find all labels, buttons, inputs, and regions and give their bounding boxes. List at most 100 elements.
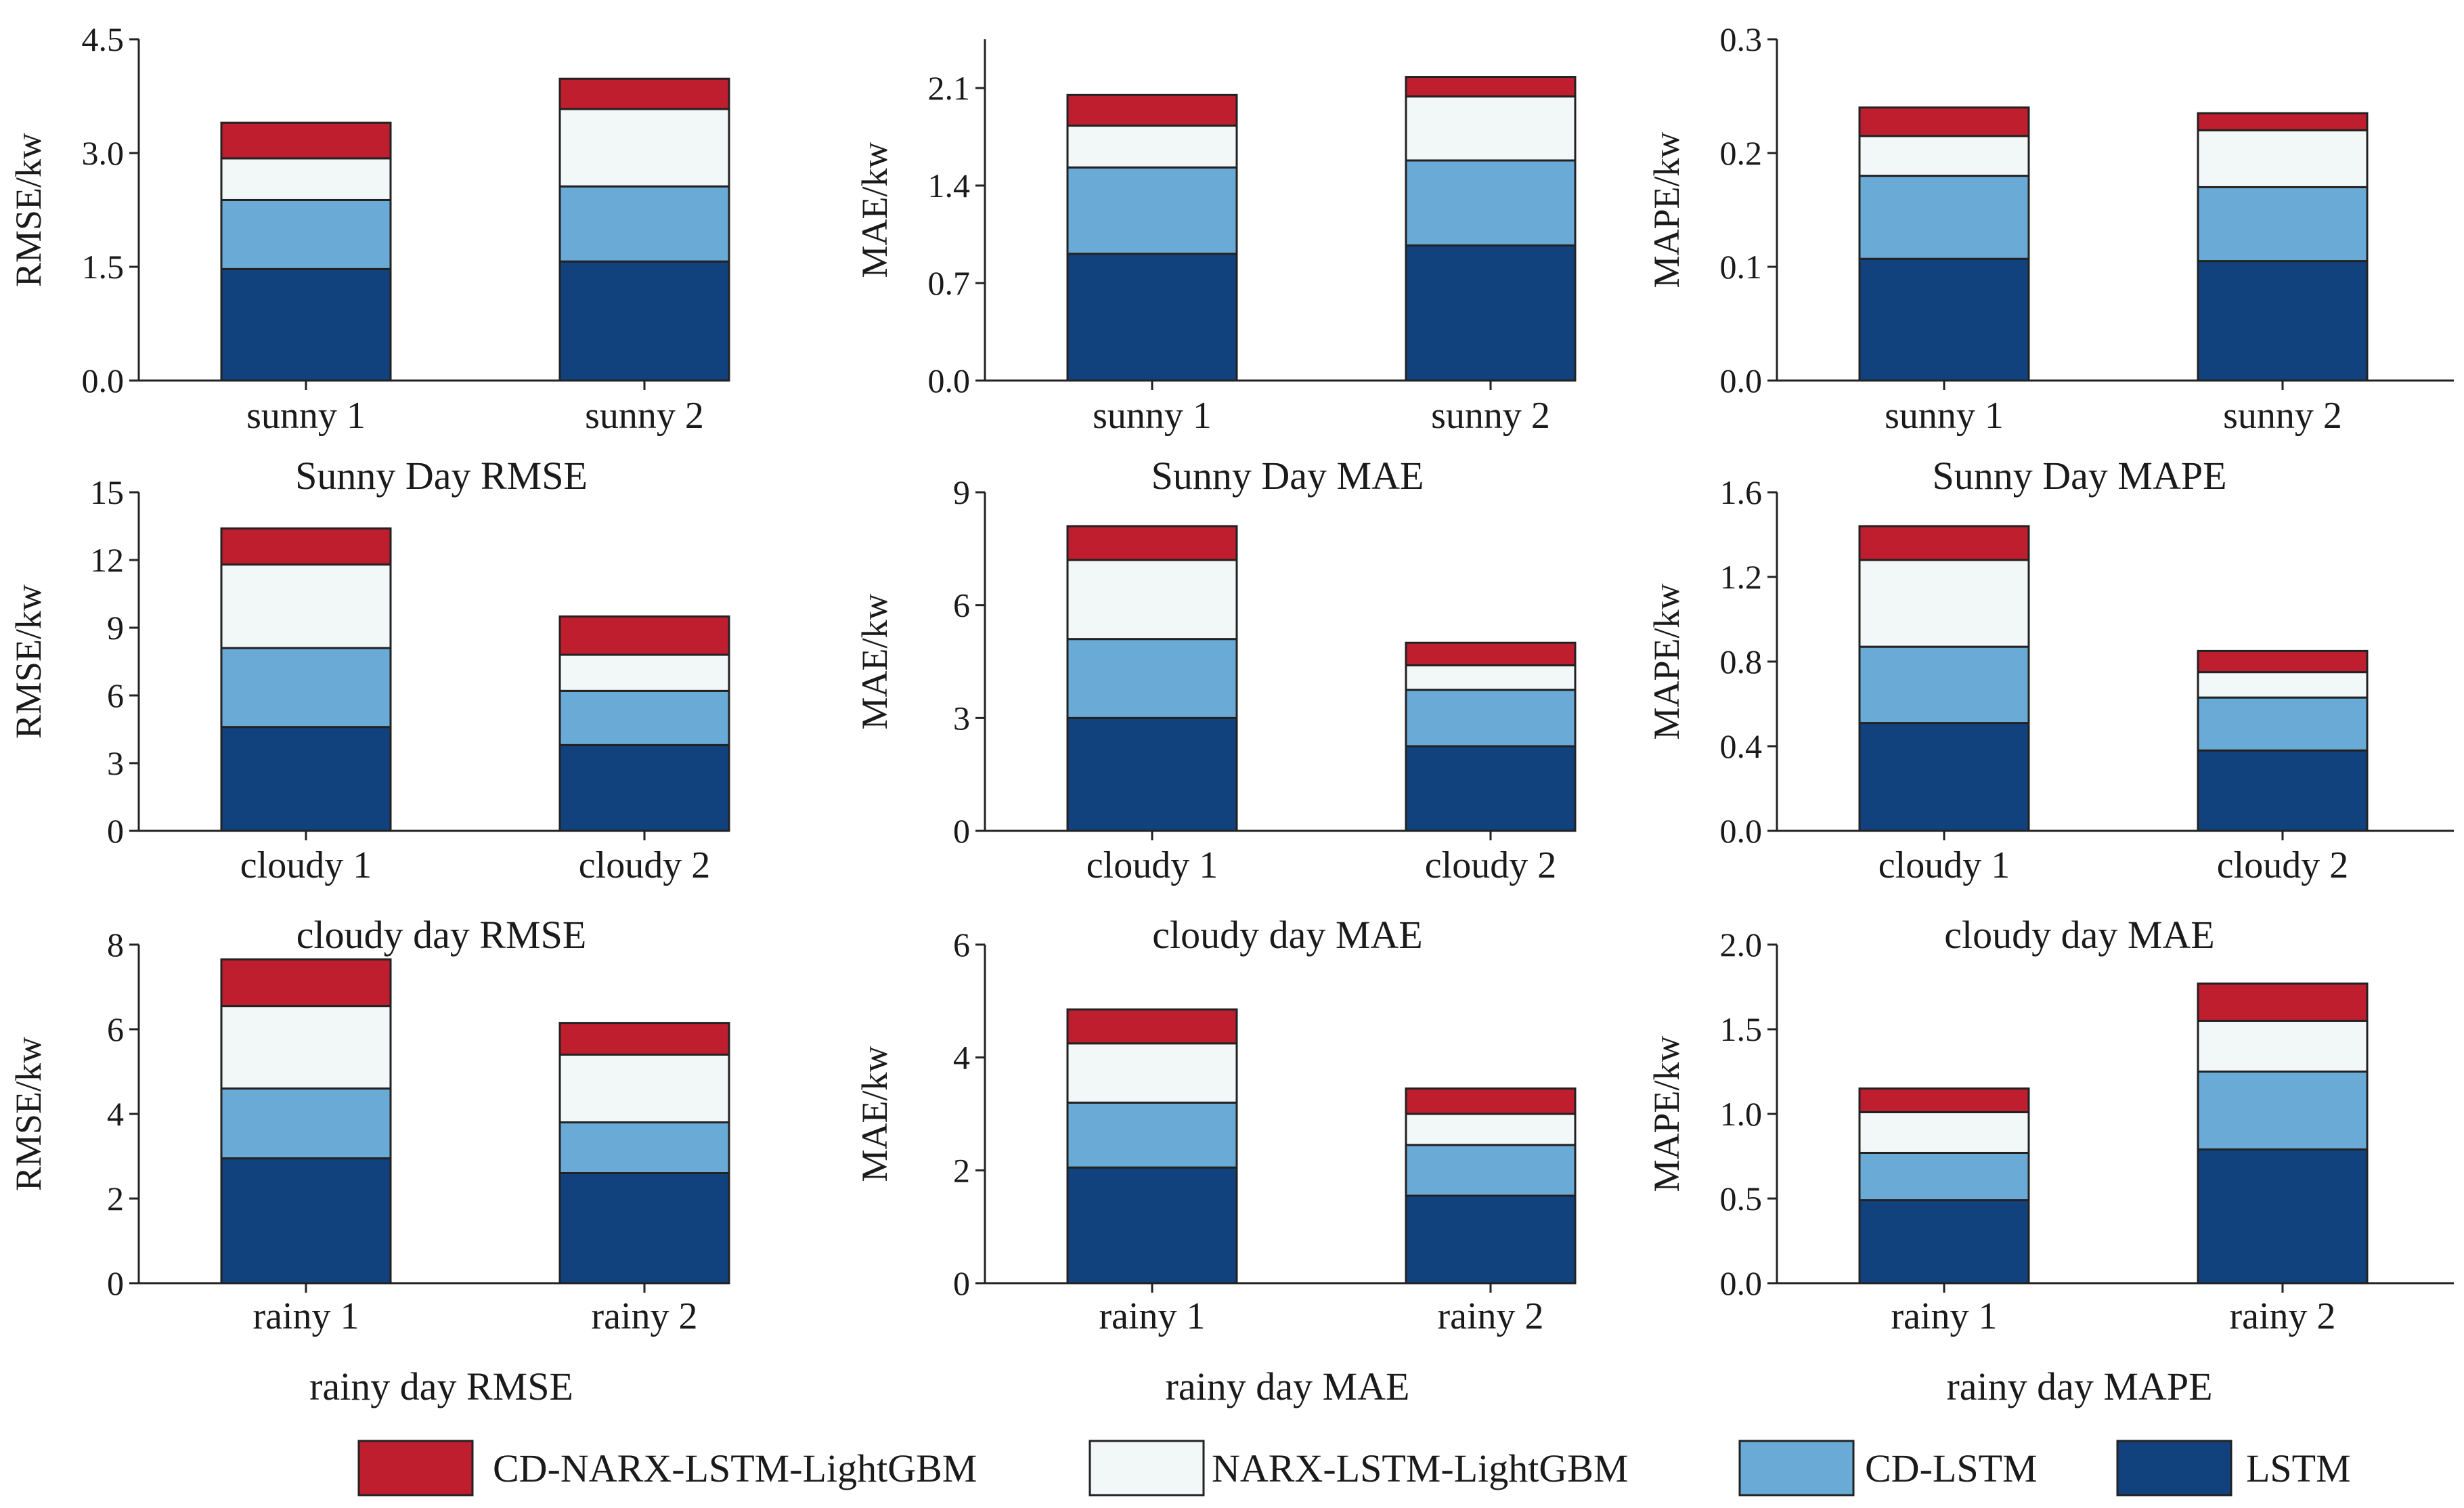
y-tick-label: 0.8 bbox=[1720, 643, 1763, 681]
bar-segment bbox=[1858, 1152, 2030, 1201]
y-tick-label: 2 bbox=[107, 1180, 124, 1218]
y-tick-label: 2.1 bbox=[928, 69, 971, 107]
y-tick-label: 1.2 bbox=[1720, 558, 1763, 596]
bar-segment bbox=[1066, 638, 1238, 719]
y-tick-label: 4 bbox=[107, 1095, 124, 1133]
chart-panel: 0 3 6 9 12 15 RMSE/kw cloudy 1 cloudy 2 cloudy da… bbox=[8, 473, 730, 957]
bar-segment bbox=[2197, 1148, 2369, 1285]
bar-segment bbox=[1066, 1042, 1238, 1104]
bar-segment bbox=[2197, 671, 2369, 699]
bar-segment bbox=[1066, 1008, 1238, 1045]
x-tick-label: cloudy 2 bbox=[579, 844, 710, 886]
bar-segment bbox=[1858, 1087, 2030, 1113]
legend-item: NARX-LSTM-LightGBM bbox=[1088, 1440, 1628, 1496]
bar-segment bbox=[558, 108, 730, 188]
bar-segment bbox=[1405, 1113, 1577, 1146]
chart-title: Sunny Day RMSE bbox=[295, 454, 588, 498]
legend-label: NARX-LSTM-LightGBM bbox=[1212, 1446, 1628, 1490]
chart-title: rainy day MAE bbox=[1166, 1364, 1410, 1408]
y-tick-label: 6 bbox=[953, 586, 970, 624]
bar-segment bbox=[1405, 76, 1577, 98]
bar-segment bbox=[558, 1172, 730, 1285]
y-tick-label: 1.4 bbox=[928, 167, 971, 204]
bar-segment bbox=[1066, 166, 1238, 255]
bar-segment bbox=[2197, 649, 2369, 674]
bar-segment bbox=[220, 647, 392, 729]
bar-segment bbox=[1858, 645, 2030, 725]
y-tick-label: 0.0 bbox=[1720, 362, 1763, 400]
x-tick-label: cloudy 2 bbox=[2217, 844, 2348, 886]
bar-segment bbox=[558, 615, 730, 656]
y-tick-label: 0.0 bbox=[1720, 812, 1763, 850]
x-tick-label: rainy 1 bbox=[252, 1295, 359, 1337]
bar-segment bbox=[2197, 260, 2369, 382]
bar-segment bbox=[1066, 125, 1238, 169]
bar-segment bbox=[558, 77, 730, 110]
y-axis-title: RMSE/kw bbox=[8, 133, 49, 287]
bar-segment bbox=[558, 185, 730, 263]
x-tick-label: sunny 2 bbox=[2223, 395, 2342, 437]
x-tick-label: sunny 1 bbox=[1885, 395, 2004, 437]
x-tick-label: rainy 2 bbox=[591, 1295, 697, 1337]
legend-label: CD-LSTM bbox=[1865, 1446, 2038, 1490]
bar-segment bbox=[2197, 129, 2369, 188]
x-tick-label: cloudy 1 bbox=[1086, 844, 1218, 886]
bar-segment bbox=[1858, 559, 2030, 648]
y-tick-label: 9 bbox=[107, 609, 124, 647]
chart-panel: 0 2 4 6 MAE/kw rainy 1 rainy 2 rainy day MAE bbox=[854, 926, 1577, 1408]
y-tick-label: 0.7 bbox=[928, 264, 971, 302]
legend-item: CD-NARX-LSTM-LightGBM bbox=[357, 1440, 977, 1496]
bar-segment bbox=[1066, 93, 1238, 127]
bar-segment bbox=[220, 958, 392, 1008]
bar-segment bbox=[1405, 745, 1577, 832]
bar-segment bbox=[2197, 983, 2369, 1022]
y-tick-label: 0.0 bbox=[928, 362, 971, 400]
bar-segment bbox=[1858, 722, 2030, 832]
bar-segment bbox=[558, 1054, 730, 1123]
y-tick-label: 4.5 bbox=[82, 20, 125, 58]
y-tick-label: 0 bbox=[107, 812, 124, 850]
bar-segment bbox=[1405, 159, 1577, 246]
y-axis-title: MAE/kw bbox=[854, 1046, 895, 1182]
chart-title: cloudy day MAE bbox=[1944, 913, 2215, 957]
y-tick-label: 8 bbox=[107, 926, 124, 964]
y-axis-title: MAPE/kw bbox=[1646, 1035, 1687, 1192]
bar-segment bbox=[220, 267, 392, 382]
y-tick-label: 9 bbox=[953, 473, 970, 511]
bar-segment bbox=[1405, 1087, 1577, 1115]
bar-segment bbox=[1066, 559, 1238, 641]
y-tick-label: 6 bbox=[953, 926, 970, 964]
bar-segment bbox=[1405, 1144, 1577, 1197]
legend-swatch bbox=[1088, 1440, 1205, 1496]
y-tick-label: 6 bbox=[107, 676, 124, 714]
chart-title: rainy day RMSE bbox=[309, 1364, 573, 1408]
chart-panel: 0.0 0.5 1.0 1.5 2.0 MAPE/kw rainy 1 rainy 2 rain… bbox=[1646, 926, 2454, 1408]
legend-swatch bbox=[357, 1440, 474, 1496]
y-tick-label: 0.0 bbox=[82, 362, 125, 400]
bar-segment bbox=[1066, 1101, 1238, 1169]
x-tick-label: rainy 1 bbox=[1891, 1295, 1997, 1337]
bar-segment bbox=[220, 726, 392, 832]
bar-segment bbox=[1066, 253, 1238, 382]
y-tick-label: 0.2 bbox=[1720, 134, 1763, 172]
legend-label: LSTM bbox=[2246, 1446, 2351, 1490]
bar-segment bbox=[220, 527, 392, 566]
y-tick-label: 0 bbox=[953, 1264, 970, 1302]
y-tick-label: 15 bbox=[90, 473, 124, 511]
x-tick-label: sunny 1 bbox=[246, 395, 366, 437]
y-tick-label: 2 bbox=[953, 1151, 970, 1189]
x-tick-label: sunny 2 bbox=[1431, 395, 1550, 437]
bar-segment bbox=[2197, 696, 2369, 752]
bar-segment bbox=[1858, 1199, 2030, 1285]
bar-segment bbox=[1405, 244, 1577, 382]
chart-title: Sunny Day MAPE bbox=[1932, 454, 2226, 498]
bar-segment bbox=[220, 563, 392, 649]
y-tick-label: 0.1 bbox=[1720, 248, 1763, 286]
legend-swatch bbox=[2116, 1440, 2232, 1496]
x-tick-label: cloudy 2 bbox=[1425, 844, 1556, 886]
bar-segment bbox=[2197, 186, 2369, 263]
y-tick-label: 3.0 bbox=[82, 134, 125, 172]
bar-segment bbox=[1405, 1194, 1577, 1285]
